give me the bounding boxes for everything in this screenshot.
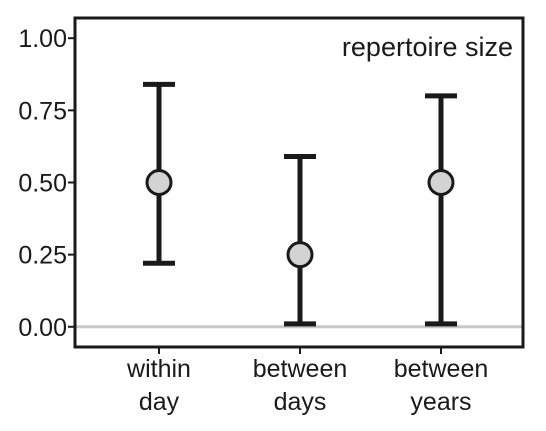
- errorbar-group-1: [143, 81, 175, 266]
- estimate-point: [286, 241, 314, 269]
- y-tick-label: 1.00: [18, 25, 67, 53]
- estimate-point: [145, 169, 173, 196]
- x-tick-label: years: [410, 388, 471, 416]
- errorbar-series: [143, 81, 457, 327]
- y-tick-label: 0.25: [18, 242, 67, 270]
- y-tick-label: 0.75: [18, 97, 67, 125]
- x-tick-label: between: [394, 355, 489, 383]
- y-tick-label: 0.50: [18, 170, 67, 198]
- y-axis: 0.00 0.25 0.50 0.75 1.00: [18, 25, 75, 342]
- y-tick-label: 0.00: [18, 314, 67, 342]
- errorbar-group-2: [284, 154, 316, 327]
- errorbar-group-3: [425, 93, 457, 327]
- x-axis: within day between days between years: [126, 347, 488, 416]
- x-tick-label: between: [253, 355, 348, 383]
- x-tick-label: day: [139, 388, 180, 416]
- x-tick-label: within: [126, 355, 191, 383]
- x-tick-label: days: [274, 388, 327, 416]
- chart-title: repertoire size: [342, 32, 513, 62]
- estimate-point: [427, 169, 455, 196]
